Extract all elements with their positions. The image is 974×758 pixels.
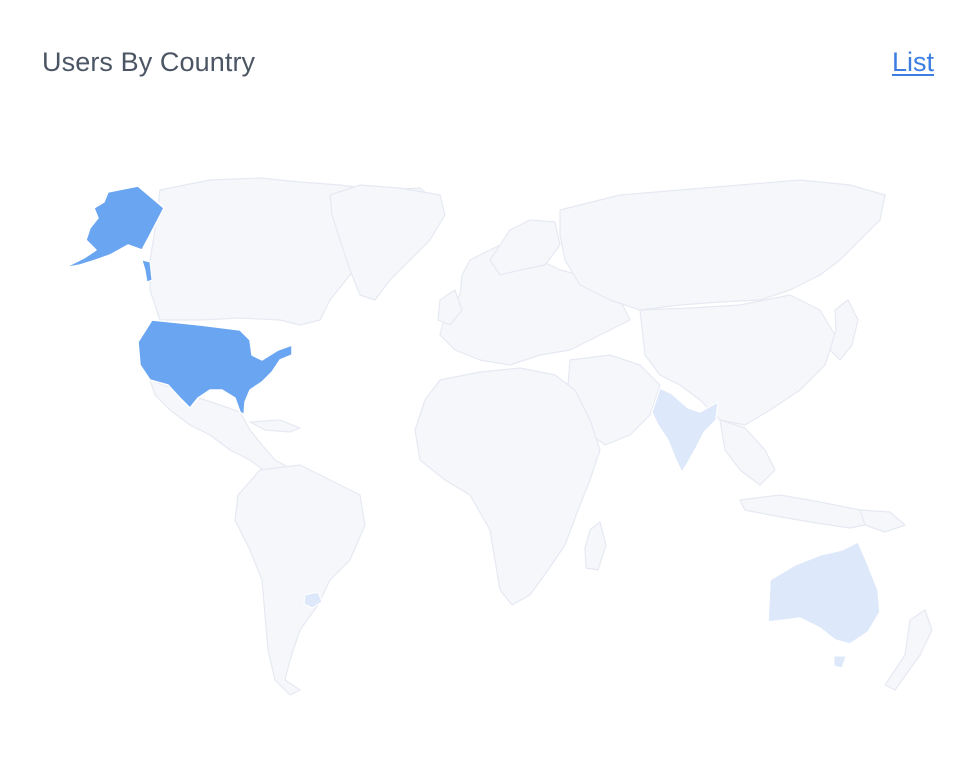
country-indonesia[interactable] [739,494,881,529]
card-title: Users By Country [42,46,256,77]
list-view-link[interactable]: List [891,46,934,77]
card-header: Users By Country List [42,40,934,84]
country-usa-alaska[interactable] [63,185,165,269]
country-china-region[interactable] [639,294,836,426]
country-papua-new-guinea[interactable] [859,509,906,533]
country-greenland[interactable] [329,184,446,301]
highlighted-countries [63,185,881,669]
country-cuba[interactable] [249,419,301,433]
country-africa-region[interactable] [414,367,601,606]
country-brazil-region[interactable] [234,464,366,696]
country-usa-alaska-panhandle[interactable] [141,259,153,283]
country-usa-mainland[interactable] [137,319,293,416]
country-southeast-asia[interactable] [719,419,776,486]
country-japan[interactable] [829,299,859,361]
country-australia-tasmania[interactable] [833,655,847,669]
country-uruguay[interactable] [303,591,323,609]
country-madagascar[interactable] [584,521,607,571]
world-map-svg [63,177,933,696]
country-australia[interactable] [767,541,881,645]
country-new-zealand[interactable] [884,609,933,691]
country-india[interactable] [651,387,719,473]
country-uk[interactable] [437,289,463,326]
country-scandinavia[interactable] [489,219,561,276]
country-russia[interactable] [559,179,886,311]
world-map [0,150,974,710]
